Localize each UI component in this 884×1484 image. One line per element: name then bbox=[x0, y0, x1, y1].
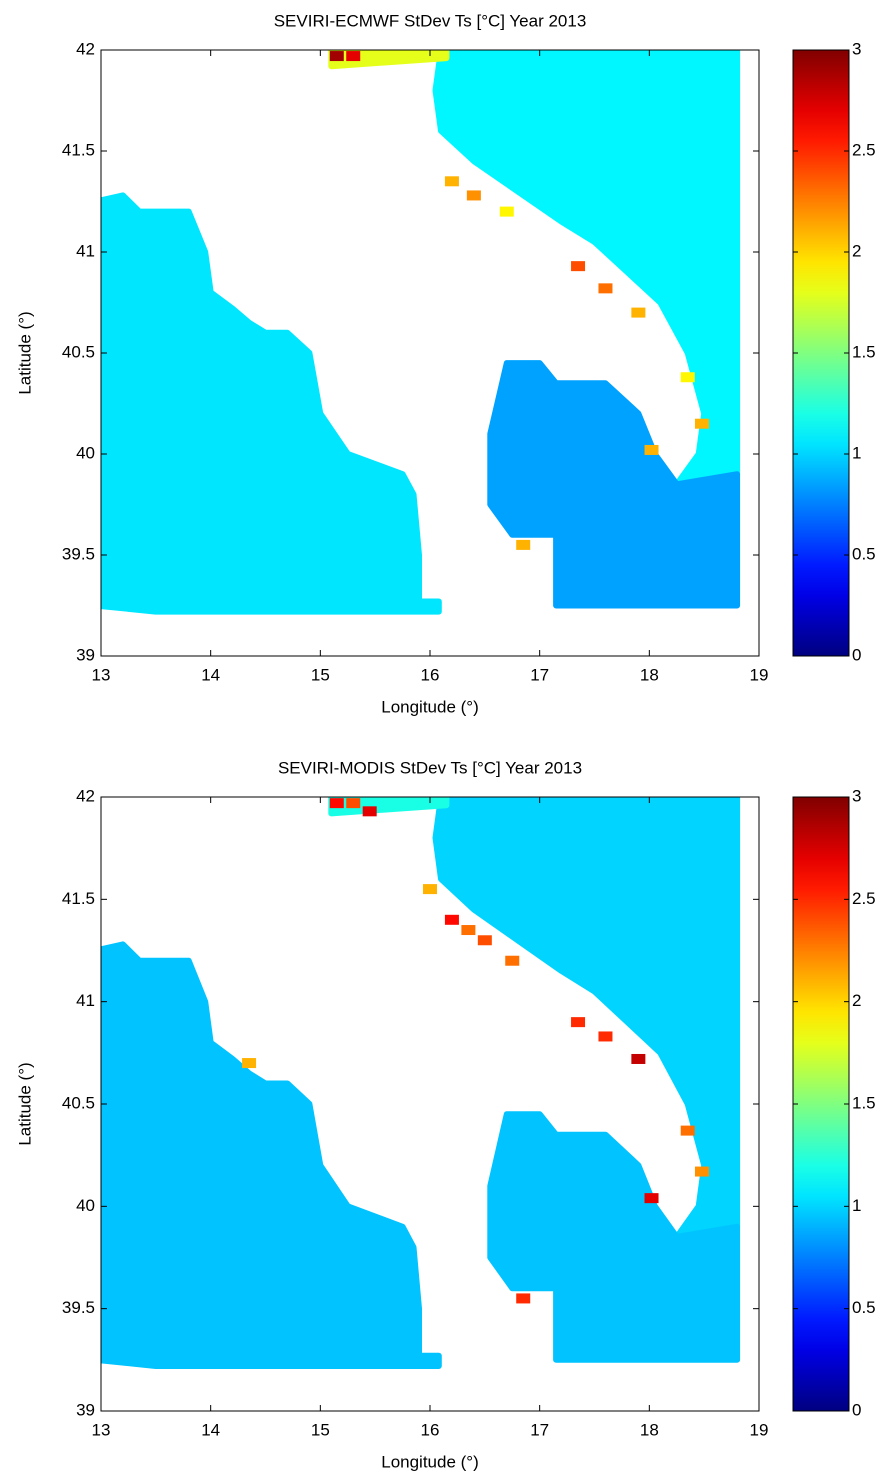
x-tick-label: 14 bbox=[201, 1420, 220, 1439]
x-tick-label: 13 bbox=[92, 1420, 111, 1439]
x-tick-label: 18 bbox=[640, 1420, 659, 1439]
colorbar-tick-label: 1.5 bbox=[852, 342, 876, 361]
hot-pixel bbox=[242, 1058, 257, 1069]
hot-pixel bbox=[444, 176, 459, 187]
hot-pixel bbox=[644, 1193, 659, 1204]
x-axis-label: Longitude (°) bbox=[381, 1452, 479, 1471]
hot-pixel bbox=[346, 51, 361, 62]
x-tick-label: 19 bbox=[750, 1420, 769, 1439]
hot-pixel bbox=[477, 935, 492, 946]
y-tick-label: 39 bbox=[76, 645, 95, 664]
x-tick-label: 13 bbox=[92, 665, 111, 684]
map-area bbox=[101, 797, 741, 1369]
y-tick-label: 41.5 bbox=[62, 889, 95, 908]
hot-pixel bbox=[571, 261, 586, 272]
x-tick-label: 15 bbox=[311, 1420, 330, 1439]
x-tick-label: 15 bbox=[311, 665, 330, 684]
hot-pixel bbox=[329, 798, 344, 809]
y-tick-label: 41 bbox=[76, 241, 95, 260]
x-tick-label: 14 bbox=[201, 665, 220, 684]
hot-pixel bbox=[368, 55, 383, 66]
y-tick-label: 40 bbox=[76, 1196, 95, 1215]
hot-pixel bbox=[644, 444, 659, 455]
colorbar-tick-label: 0.5 bbox=[852, 544, 876, 563]
colorbar-tick-label: 0.5 bbox=[852, 1298, 876, 1317]
hot-pixel bbox=[516, 1293, 531, 1304]
hot-pixel bbox=[466, 190, 481, 201]
y-tick-label: 41 bbox=[76, 991, 95, 1010]
hot-pixel bbox=[631, 1053, 646, 1064]
y-tick-label: 42 bbox=[76, 39, 95, 58]
hot-pixel bbox=[598, 283, 613, 294]
x-axis-label: Longitude (°) bbox=[381, 697, 479, 716]
colorbar-tick-label: 1 bbox=[852, 443, 861, 462]
hot-pixel bbox=[444, 914, 459, 925]
colorbar-tick-label: 3 bbox=[852, 39, 861, 58]
hot-pixel bbox=[423, 884, 437, 895]
colorbar-tick-label: 3 bbox=[852, 786, 861, 805]
hot-pixel bbox=[362, 806, 377, 817]
colorbar-tick-label: 2.5 bbox=[852, 889, 876, 908]
y-tick-label: 39 bbox=[76, 1400, 95, 1419]
chart-title: SEVIRI-ECMWF StDev Ts [°C] Year 2013 bbox=[274, 11, 587, 30]
colorbar-tick-label: 1.5 bbox=[852, 1093, 876, 1112]
colorbar-tick-label: 0 bbox=[852, 645, 861, 664]
colorbar bbox=[792, 49, 850, 657]
x-tick-label: 19 bbox=[750, 665, 769, 684]
hot-pixel bbox=[680, 1125, 695, 1136]
colorbar-tick-label: 2 bbox=[852, 991, 861, 1010]
region bbox=[101, 192, 442, 615]
colorbar-tick-label: 2 bbox=[852, 241, 861, 260]
y-tick-label: 41.5 bbox=[62, 140, 95, 159]
y-tick-label: 40 bbox=[76, 443, 95, 462]
x-tick-label: 16 bbox=[421, 665, 440, 684]
x-tick-label: 17 bbox=[530, 1420, 549, 1439]
hot-pixel bbox=[461, 925, 476, 936]
hot-pixel bbox=[631, 307, 646, 318]
region bbox=[487, 1111, 741, 1363]
hot-pixel bbox=[346, 798, 361, 809]
x-tick-label: 16 bbox=[421, 1420, 440, 1439]
hot-pixel bbox=[694, 1166, 709, 1177]
hot-pixel bbox=[571, 1017, 586, 1028]
colorbar bbox=[792, 796, 850, 1412]
region bbox=[487, 360, 741, 609]
y-tick-label: 39.5 bbox=[62, 1298, 95, 1317]
x-tick-label: 18 bbox=[640, 665, 659, 684]
y-tick-label: 39.5 bbox=[62, 544, 95, 563]
x-tick-label: 17 bbox=[530, 665, 549, 684]
hot-pixel bbox=[329, 51, 344, 62]
y-tick-label: 42 bbox=[76, 786, 95, 805]
hot-pixel bbox=[516, 539, 531, 550]
hot-pixel bbox=[694, 418, 709, 429]
colorbar-tick-label: 1 bbox=[852, 1196, 861, 1215]
map-area bbox=[101, 50, 741, 615]
y-axis-label: Latitude (°) bbox=[15, 1062, 34, 1145]
chart-title: SEVIRI-MODIS StDev Ts [°C] Year 2013 bbox=[278, 758, 582, 777]
y-tick-label: 40.5 bbox=[62, 1093, 95, 1112]
hot-pixel bbox=[680, 372, 695, 383]
colorbar-tick-label: 2.5 bbox=[852, 140, 876, 159]
colorbar-tick-label: 0 bbox=[852, 1400, 861, 1419]
hot-pixel bbox=[499, 206, 514, 217]
y-tick-label: 40.5 bbox=[62, 342, 95, 361]
hot-pixel bbox=[598, 1031, 613, 1042]
y-axis-label: Latitude (°) bbox=[15, 311, 34, 394]
hot-pixel bbox=[505, 955, 520, 966]
region bbox=[101, 941, 442, 1369]
